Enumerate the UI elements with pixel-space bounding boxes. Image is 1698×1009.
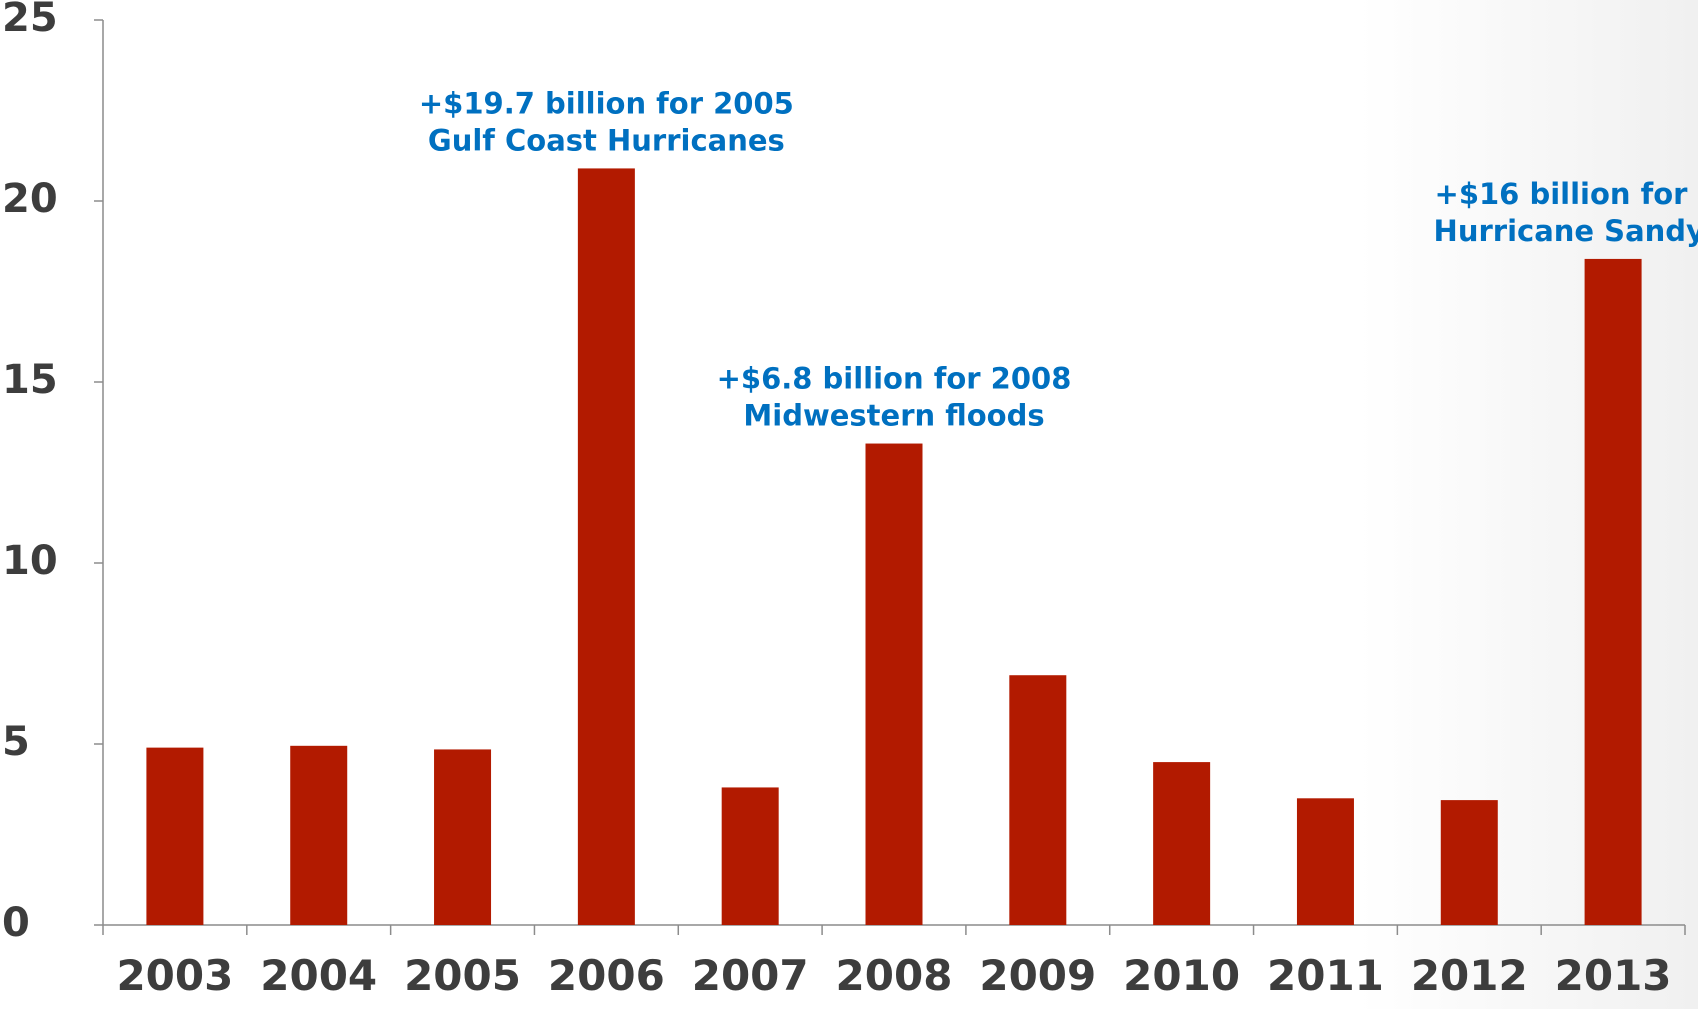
x-tick-label: 2007 (692, 951, 809, 1000)
x-tick-label: 2009 (979, 951, 1096, 1000)
x-tick-label: 2010 (1123, 951, 1240, 1000)
y-tick-label: 10 (2, 538, 58, 584)
x-tick-label: 2003 (116, 951, 233, 1000)
x-tick-label: 2013 (1555, 951, 1672, 1000)
bar-2011 (1296, 798, 1354, 925)
bar-2012 (1440, 800, 1498, 925)
x-tick-label: 2011 (1267, 951, 1384, 1000)
bar-2010 (1153, 762, 1211, 925)
x-tick-label: 2005 (404, 951, 521, 1000)
bar-2008 (865, 443, 923, 925)
annotation-2013-line-1: +$16 billion for (1435, 177, 1689, 211)
x-tick-label: 2006 (548, 951, 665, 1000)
y-tick-label: 0 (2, 900, 30, 946)
bar-2003 (146, 747, 204, 925)
y-tick-label: 25 (2, 0, 58, 41)
annotation-2008-line-2: Midwestern floods (743, 399, 1044, 433)
bar-2004 (290, 745, 348, 925)
bar-2005 (434, 749, 492, 925)
annotation-2006-line-2: Gulf Coast Hurricanes (428, 123, 785, 157)
bar-2007 (721, 787, 779, 925)
x-tick-label: 2004 (260, 951, 377, 1000)
x-tick-label: 2008 (836, 951, 953, 1000)
y-tick-label: 15 (2, 357, 58, 403)
y-tick-label: 5 (2, 719, 30, 765)
y-tick-label: 20 (2, 176, 58, 222)
annotation-2006-line-1: +$19.7 billion for 2005 (419, 86, 794, 120)
annotation-2013-line-2: Hurricane Sandy (1434, 214, 1698, 248)
bar-2009 (1009, 675, 1067, 925)
annotation-2008-line-1: +$6.8 billion for 2008 (717, 362, 1072, 396)
bar-2013 (1584, 258, 1642, 925)
x-tick-label: 2012 (1411, 951, 1528, 1000)
bar-2006 (577, 168, 635, 926)
